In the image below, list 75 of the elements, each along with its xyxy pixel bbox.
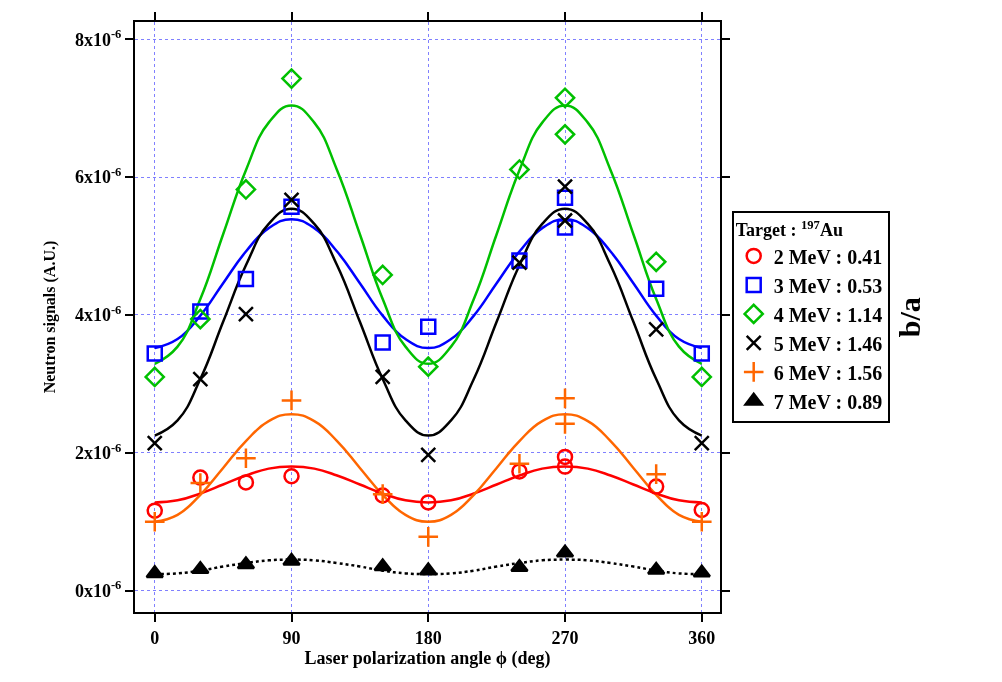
point [237, 270, 255, 288]
x-tick-label: 270 [551, 627, 579, 648]
point [189, 308, 211, 330]
y-tick-label: 0x10$^{-6}$ [74, 578, 122, 601]
point [236, 556, 256, 570]
point [420, 446, 437, 464]
point [282, 552, 301, 566]
point [237, 305, 255, 323]
legend-label: 6 MeV : 1.56 [773, 361, 883, 384]
point [554, 124, 576, 145]
point [191, 561, 210, 575]
x-tick-label: 90 [282, 627, 301, 648]
point [690, 510, 713, 533]
point [553, 412, 577, 435]
y-tick-label: 8x10$^{-6}$ [74, 26, 122, 50]
point [420, 318, 437, 335]
legend-label: 5 MeV : 1.46 [773, 332, 883, 355]
point [283, 191, 300, 209]
point [556, 178, 574, 195]
x-axis-title: Laser polarization angle ϕ (deg) [304, 647, 551, 669]
point [508, 452, 531, 475]
point [420, 494, 437, 511]
legend-label: 4 MeV : 1.14 [773, 303, 883, 326]
point [509, 159, 530, 180]
point [510, 558, 529, 572]
point [647, 321, 665, 338]
point [373, 558, 393, 572]
point [556, 448, 574, 466]
y-tick-label: 4x10$^{-6}$ [74, 302, 122, 326]
point [556, 212, 574, 229]
point [283, 467, 300, 485]
point [280, 389, 303, 412]
point [146, 434, 163, 452]
point [417, 356, 439, 377]
legend-title: Target : $^{197}$Au [735, 217, 843, 241]
point [234, 447, 257, 470]
legend-label: 3 MeV : 0.53 [773, 274, 883, 297]
point [647, 280, 665, 297]
y-tick-label: 6x10$^{-6}$ [74, 164, 122, 188]
text: b/a [893, 297, 927, 338]
legend-label: 7 MeV : 0.89 [773, 390, 883, 413]
point [237, 474, 255, 491]
point [646, 561, 666, 575]
point [555, 544, 575, 558]
point [418, 562, 438, 576]
legend-label: 2 MeV : 0.41 [773, 245, 883, 268]
point [693, 434, 711, 452]
point [691, 366, 713, 388]
point [143, 510, 166, 533]
x-tick-label: 180 [414, 627, 442, 648]
point [146, 502, 163, 519]
y-tick-label: 2x10$^{-6}$ [74, 440, 122, 464]
point [372, 264, 394, 286]
point [693, 345, 711, 362]
point [145, 565, 165, 579]
point [235, 179, 257, 200]
point [144, 366, 166, 388]
point [374, 368, 391, 386]
x-tick-label: 0 [150, 627, 160, 648]
point [192, 370, 209, 388]
point [693, 501, 711, 519]
point [553, 387, 577, 410]
point [647, 478, 665, 495]
point [281, 68, 302, 89]
point [189, 472, 212, 495]
point [417, 525, 440, 548]
point [692, 564, 712, 578]
point [554, 87, 576, 109]
point [645, 251, 667, 273]
point [374, 334, 391, 351]
point [146, 345, 163, 362]
x-tick-label: 360 [688, 627, 716, 648]
y-axis-title: Neutron signals (A.U.) [41, 240, 60, 394]
point [645, 463, 668, 486]
point [556, 458, 574, 475]
